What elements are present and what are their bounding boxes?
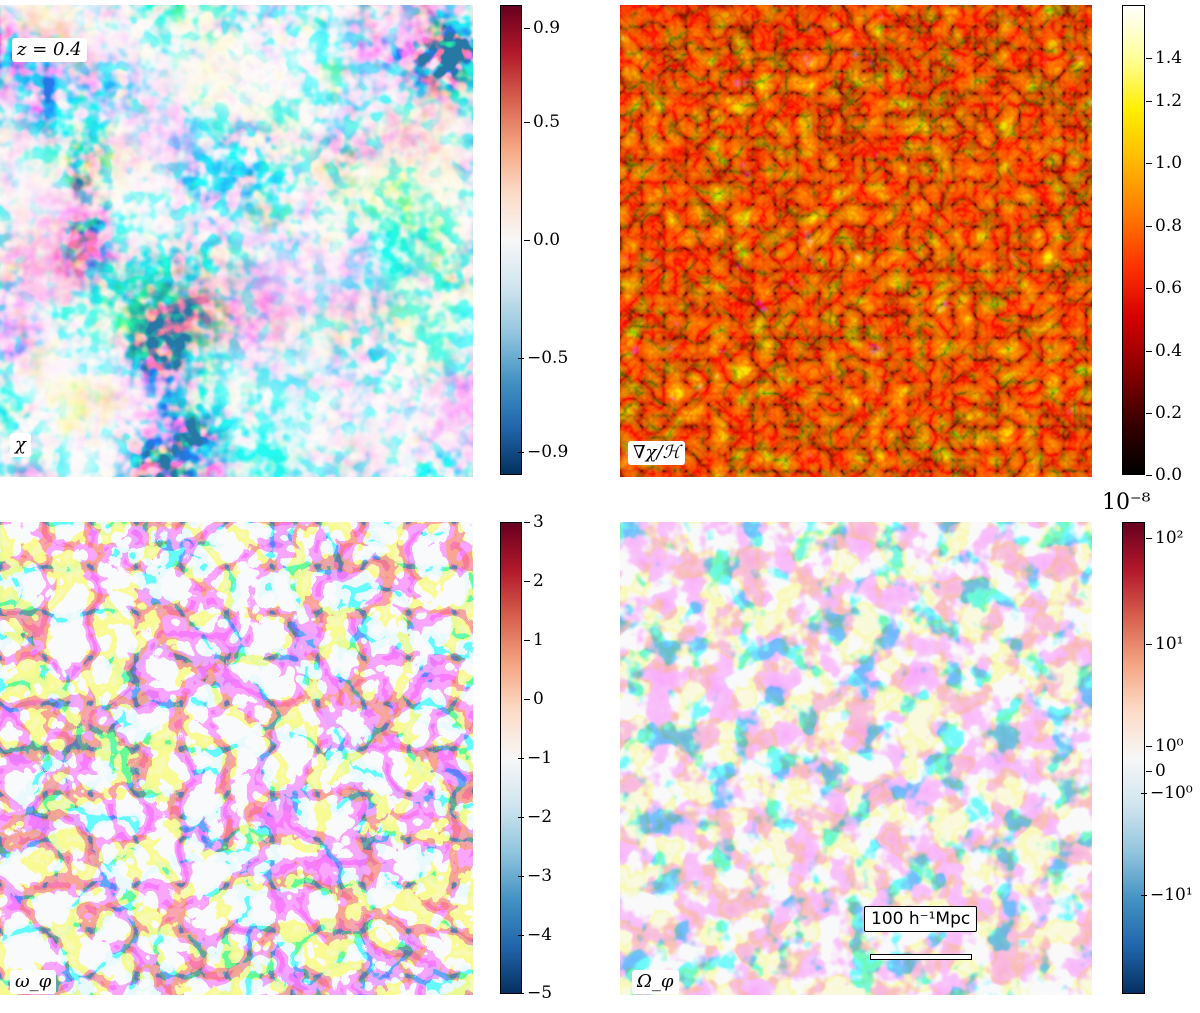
panel-label-grad-chi: ∇χ/ℋ [628,441,686,465]
grad-tick-3: 0.8 [1145,216,1183,236]
omega-tick-3: 0 [524,689,544,709]
omega-tick-8: −5 [517,983,553,1003]
redshift-annotation: z = 0.4 [12,38,87,62]
grad-tick-5: 0.4 [1145,341,1183,361]
grad-chi-colorbar [1122,5,1145,475]
omega-tick-5: −2 [517,807,553,827]
Omega-tick-0: 10² [1145,528,1184,548]
chi-field-map: z = 0.4 χ [0,5,473,477]
omega-tick-4: −1 [517,748,553,768]
grad-tick-7: 0.0 [1145,465,1183,485]
chi-tick-1: 0.5 [523,112,561,132]
Omega-tick-1: 10¹ [1145,634,1184,654]
panel-label-omega-phi: ω_φ [10,970,57,994]
chi-tick-3: −0.5 [517,348,569,368]
grad-tick-6: 0.2 [1145,403,1183,423]
chi-tick-4: −0.9 [517,442,569,462]
chi-colorbar [500,5,522,475]
omega-tick-0: 3 [524,512,544,532]
Omega-tick-2: 10⁰ [1145,736,1184,756]
omega-tick-2: 1 [524,630,544,650]
omega-tick-7: −4 [517,925,553,945]
omega-phi-map: ω_φ [0,522,473,995]
Omega-phi-map: 100 h⁻¹Mpc Ω_φ [620,522,1092,995]
omega-tick-6: −3 [517,866,553,886]
scale-bar-label: 100 h⁻¹Mpc [864,906,978,932]
Omega-phi-colorbar [1122,522,1145,994]
grad-tick-1: 1.2 [1145,91,1183,111]
panel-label-Omega-phi: Ω_φ [632,970,679,994]
grad-tick-4: 0.6 [1145,278,1183,298]
omega-tick-1: 2 [524,571,544,591]
Omega-tick-5: −10¹ [1141,885,1193,905]
grad-chi-map: ∇χ/ℋ [620,5,1092,477]
Omega-colorbar-exponent: 10⁻⁸ [1102,490,1151,515]
Omega-tick-3: 0 [1146,761,1166,781]
Omega-tick-4: −10⁰ [1141,783,1193,803]
chi-tick-2: 0.0 [523,230,561,250]
chi-tick-0: 0.9 [523,18,561,38]
grad-tick-2: 1.0 [1145,153,1183,173]
scale-bar [870,954,972,960]
grad-tick-0: 1.4 [1145,48,1183,68]
panel-label-chi: χ [10,433,31,457]
